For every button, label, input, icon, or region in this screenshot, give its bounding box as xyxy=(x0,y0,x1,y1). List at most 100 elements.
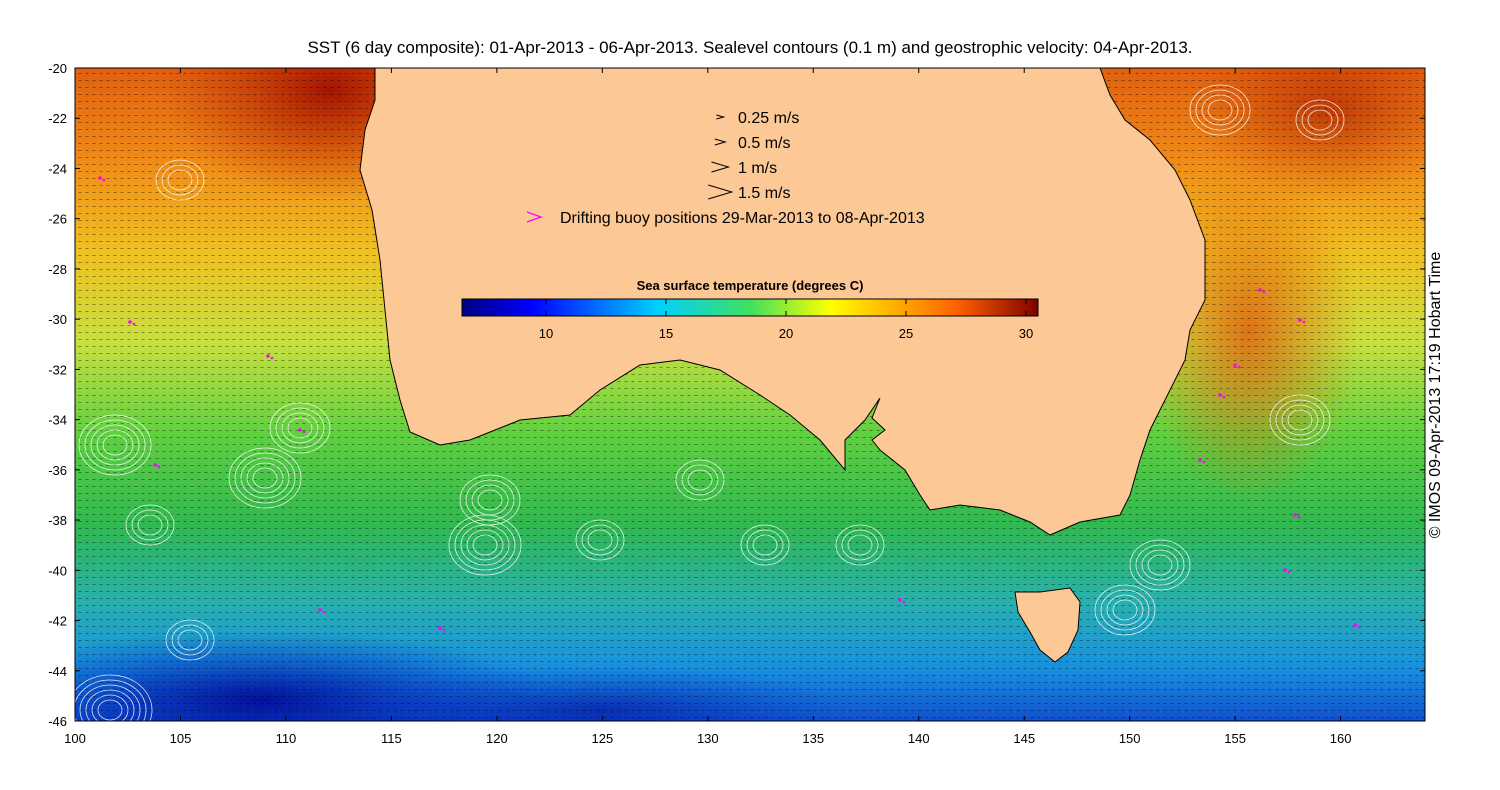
buoy-dot xyxy=(902,600,906,604)
lat-tick-label: -36 xyxy=(48,463,67,478)
buoy-label: Drifting buoy positions 29-Mar-2013 to 0… xyxy=(560,210,925,227)
lon-tick-label: 160 xyxy=(1330,731,1352,746)
sealevel-contour xyxy=(165,619,215,661)
sealevel-contour xyxy=(1301,104,1339,136)
sealevel-contour xyxy=(1281,404,1319,436)
speed-arrow-icon xyxy=(711,161,731,173)
sealevel-contour xyxy=(1269,394,1331,446)
sealevel-contour xyxy=(1201,94,1239,126)
buoy-dot xyxy=(898,598,902,602)
sealevel-contour xyxy=(246,462,284,494)
credit-text: © IMOS 09-Apr-2013 17:19 Hobart Time xyxy=(1427,251,1444,539)
colorbar-tick-label: 30 xyxy=(1019,326,1033,341)
buoy-dot xyxy=(1353,623,1357,627)
sealevel-contour xyxy=(1287,409,1313,431)
sealevel-contour xyxy=(687,469,713,491)
sealevel-contour xyxy=(454,519,516,571)
lat-tick-label: -38 xyxy=(48,513,67,528)
sealevel-contour xyxy=(1207,99,1233,121)
sealevel-contour xyxy=(681,464,719,496)
sealevel-contour xyxy=(1295,99,1345,141)
speed-label: 0.25 m/s xyxy=(738,110,799,127)
sealevel-contour xyxy=(155,159,205,201)
sealevel-contour xyxy=(281,412,319,444)
lat-tick-label: -30 xyxy=(48,312,67,327)
speed-label: 1 m/s xyxy=(738,160,777,177)
sealevel-contour xyxy=(841,529,879,561)
lat-tick-label: -34 xyxy=(48,413,67,428)
lon-tick-label: 125 xyxy=(591,731,613,746)
sealevel-contour xyxy=(167,169,193,191)
lat-axis: -20 -22 -24 -26 -28 -30 -32 -34 -36 -38 -40 -42 -44 -… xyxy=(48,61,1425,729)
lat-tick-label: -24 xyxy=(48,161,67,176)
buoy-dot xyxy=(1357,625,1361,629)
sealevel-contour xyxy=(835,524,885,566)
sealevel-contour xyxy=(675,459,725,501)
buoy-marker-icon xyxy=(526,211,543,223)
buoy-dot xyxy=(270,356,274,360)
sealevel-contour xyxy=(252,467,278,489)
sealevel-contour xyxy=(234,452,296,504)
buoy-dot xyxy=(1202,460,1206,464)
sealevel-contour xyxy=(97,699,123,721)
colorbar: Sea surface temperature (degrees C) 10 15… xyxy=(461,278,1039,341)
lat-tick-label: -46 xyxy=(48,714,67,729)
sealevel-contour xyxy=(125,504,175,546)
sealevel-contour xyxy=(131,509,169,541)
speed-label: 0.5 m/s xyxy=(738,135,790,152)
buoy-dot xyxy=(322,610,326,614)
lon-tick-label: 105 xyxy=(170,731,192,746)
sealevel-contour xyxy=(460,524,510,566)
sealevel-contour xyxy=(287,417,313,439)
buoy-dot xyxy=(298,428,302,432)
sealevel-contour xyxy=(448,514,522,576)
sealevel-contour xyxy=(752,534,778,556)
sealevel-contour xyxy=(587,529,613,551)
speed-label: 1.5 m/s xyxy=(738,185,790,202)
buoy-dot xyxy=(1218,393,1222,397)
sealevel-contour xyxy=(137,514,163,536)
colorbar-tick-label: 25 xyxy=(899,326,913,341)
buoy-dot xyxy=(1233,363,1237,367)
sealevel-contour xyxy=(228,447,302,509)
sealevel-contour xyxy=(1147,554,1173,576)
sealevel-contour xyxy=(746,529,784,561)
colorbar-tick-label: 15 xyxy=(659,326,673,341)
sealevel-contour xyxy=(1135,544,1185,586)
lon-tick-label: 145 xyxy=(1013,731,1035,746)
lon-tick-label: 155 xyxy=(1224,731,1246,746)
sealevel-contour xyxy=(1112,599,1138,621)
buoy-dot xyxy=(153,463,157,467)
sealevel-contour xyxy=(1094,584,1156,636)
sealevel-contour xyxy=(269,402,331,454)
sealevel-contour xyxy=(1141,549,1179,581)
colorbar-tick-label: 10 xyxy=(539,326,553,341)
sealevel-contour xyxy=(575,519,625,561)
sealevel-contour xyxy=(90,424,140,466)
speed-arrow-icon xyxy=(716,114,726,120)
buoy-dot xyxy=(438,626,442,630)
sealevel-contour xyxy=(78,414,152,476)
buoy-dot xyxy=(1283,568,1287,572)
buoy-dot xyxy=(98,176,102,180)
speed-arrow-icon xyxy=(708,184,734,200)
lon-tick-label: 110 xyxy=(276,731,297,746)
buoy-dot xyxy=(1297,515,1301,519)
buoy-dot xyxy=(1262,290,1266,294)
sealevel-contour xyxy=(75,679,147,721)
lat-tick-label: -28 xyxy=(48,262,67,277)
sealevel-contour xyxy=(79,684,141,721)
buoy-dot xyxy=(302,430,306,434)
buoy-dot xyxy=(1293,513,1297,517)
lon-tick-label: 135 xyxy=(802,731,824,746)
sealevel-contour xyxy=(740,524,790,566)
buoy-dot xyxy=(132,322,136,326)
sealevel-contour xyxy=(240,457,290,499)
buoy-dot xyxy=(128,320,132,324)
sealevel-contour xyxy=(472,534,498,556)
lat-tick-label: -22 xyxy=(48,111,67,126)
sealevel-contour xyxy=(102,434,128,456)
sealevel-contour xyxy=(1129,539,1191,591)
buoy-dot xyxy=(1298,318,1302,322)
